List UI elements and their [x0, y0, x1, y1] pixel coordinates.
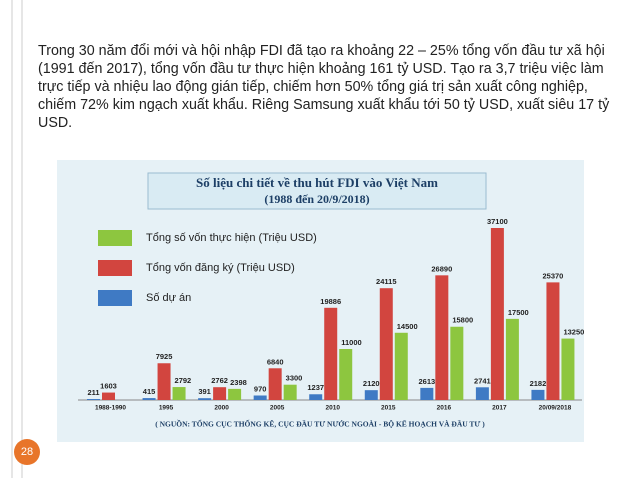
- legend-swatch: [98, 230, 132, 246]
- legend-swatch: [98, 290, 132, 306]
- legend-swatch: [98, 260, 132, 276]
- bar: [435, 275, 449, 400]
- bar: [253, 395, 267, 400]
- x-tick-label: 2016: [437, 405, 452, 412]
- bar: [268, 368, 282, 400]
- value-label: 26890: [431, 264, 452, 273]
- x-tick-label: 1995: [159, 405, 174, 412]
- legend-label: Tổng số vốn thực hiện (Triệu USD): [146, 232, 317, 244]
- x-tick-label: 2005: [270, 405, 285, 412]
- title-box: [147, 172, 487, 210]
- value-label: 19886: [320, 297, 341, 306]
- value-label: 1237: [307, 383, 324, 392]
- bar: [213, 387, 227, 400]
- bar: [379, 288, 393, 400]
- value-label: 1603: [100, 382, 117, 391]
- x-tick-label: 2015: [381, 405, 396, 412]
- value-label: 2762: [211, 376, 228, 385]
- bar: [394, 332, 408, 400]
- value-label: 211: [87, 388, 99, 397]
- bar: [172, 387, 186, 400]
- bar: [505, 318, 519, 400]
- bar: [309, 394, 323, 400]
- value-label: 17500: [508, 308, 529, 317]
- bar: [198, 398, 212, 400]
- bar: [475, 387, 489, 400]
- bar: [450, 326, 464, 400]
- x-tick-label: 20/09/2018: [539, 405, 572, 412]
- value-label: 2398: [230, 378, 247, 387]
- bar: [283, 384, 297, 400]
- bar: [87, 399, 100, 400]
- value-label: 3300: [286, 374, 303, 383]
- value-label: 2613: [418, 377, 435, 386]
- value-label: 415: [143, 387, 156, 396]
- value-label: 2120: [363, 379, 380, 388]
- value-label: 14500: [397, 322, 418, 331]
- value-label: 391: [198, 387, 211, 396]
- value-label: 2741: [474, 376, 491, 385]
- value-label: 24115: [376, 277, 396, 286]
- bar: [490, 228, 504, 400]
- value-label: 2792: [175, 376, 192, 385]
- value-label: 2182: [530, 379, 547, 388]
- bar: [157, 363, 171, 400]
- value-label: 11000: [341, 338, 361, 347]
- legend-label: Tổng vốn đăng ký (Triệu USD): [146, 262, 295, 274]
- bar: [531, 389, 545, 400]
- bar: [102, 392, 115, 400]
- bar: [546, 282, 560, 400]
- bar: [324, 307, 338, 400]
- value-label: 15800: [452, 316, 473, 325]
- value-label: 37100: [487, 217, 508, 226]
- chart-subtitle: (1988 đến 20/9/2018): [264, 192, 369, 206]
- value-label: 970: [254, 384, 267, 393]
- bar: [228, 388, 242, 400]
- value-label: 7925: [156, 352, 173, 361]
- x-tick-label: 1988-1990: [95, 405, 126, 412]
- legend-label: Số dự án: [146, 292, 191, 304]
- x-tick-label: 2000: [214, 405, 229, 412]
- bar: [420, 387, 434, 400]
- value-label: 25370: [543, 271, 564, 280]
- value-label: 13250: [563, 328, 584, 337]
- bar: [339, 349, 353, 400]
- bar: [364, 390, 378, 400]
- chart-title: Số liệu chi tiết về thu hút FDI vào Việt…: [196, 175, 438, 190]
- source: ( NGUỒN: TỔNG CỤC THỐNG KÊ, CỤC ĐẦU TƯ N…: [155, 419, 485, 429]
- bar: [142, 398, 156, 400]
- value-label: 6840: [267, 357, 284, 366]
- paragraph: Trong 30 năm đổi mới và hội nhập FDI đã …: [38, 43, 610, 131]
- x-tick-label: 2017: [492, 405, 507, 412]
- bar: [561, 338, 575, 400]
- page-number: 28: [14, 439, 40, 465]
- x-tick-label: 2010: [325, 405, 340, 412]
